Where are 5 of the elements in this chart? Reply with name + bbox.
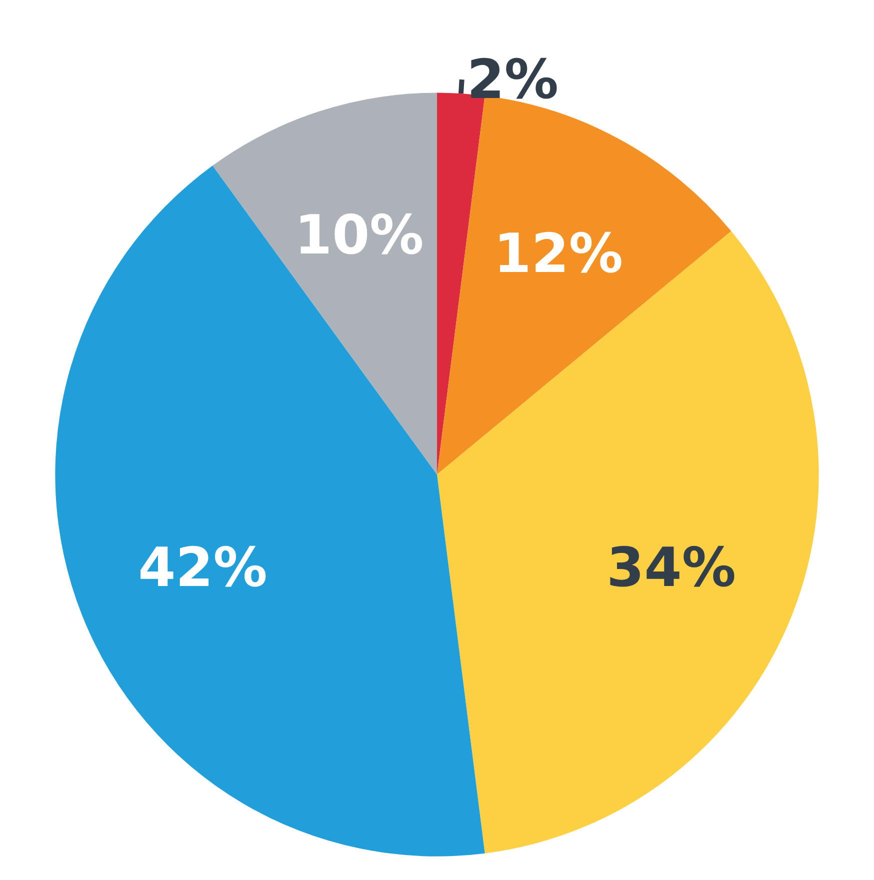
data-label: 10% <box>294 203 424 266</box>
data-label: 34% <box>606 536 736 599</box>
data-label: 42% <box>138 536 268 599</box>
data-label: 12% <box>494 222 624 286</box>
data-label: 2% <box>466 48 559 112</box>
